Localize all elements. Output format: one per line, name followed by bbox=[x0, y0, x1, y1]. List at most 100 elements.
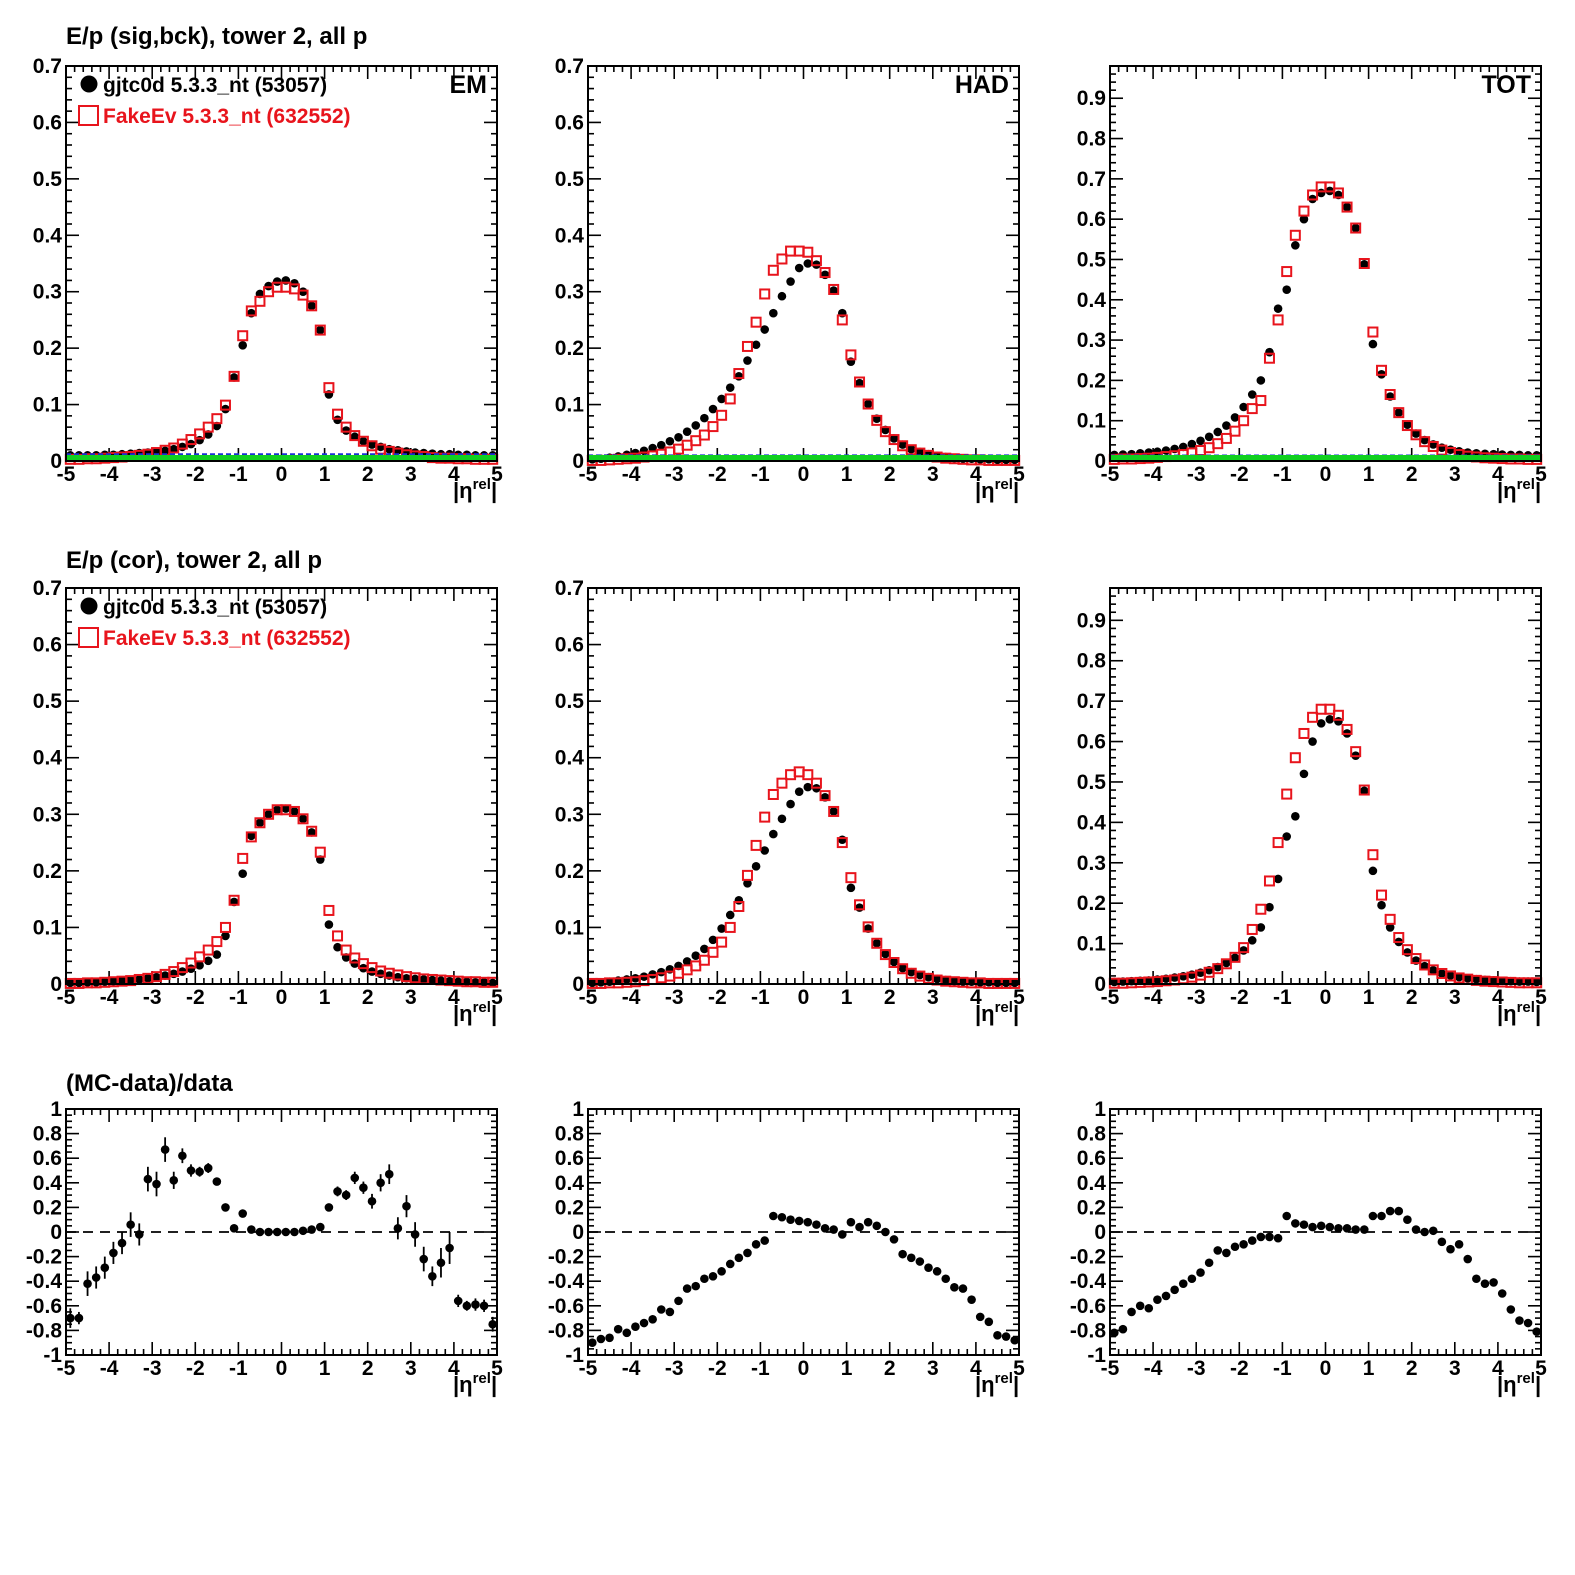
x-tick-label: 2 bbox=[1406, 986, 1418, 1009]
ratio-point bbox=[100, 1263, 110, 1272]
mc-point bbox=[1238, 415, 1250, 427]
x-tick-label: 5 bbox=[1535, 1357, 1547, 1380]
mc-point bbox=[1289, 752, 1301, 764]
ratio-point bbox=[1385, 1206, 1395, 1216]
y-tick-label: 0 bbox=[50, 1221, 62, 1244]
data-point bbox=[1420, 961, 1429, 971]
data-point bbox=[734, 895, 744, 905]
data-point bbox=[1230, 953, 1240, 963]
data-point bbox=[932, 974, 942, 984]
x-tick-label: -1 bbox=[751, 463, 770, 486]
x-tick-label: -1 bbox=[229, 463, 248, 486]
y-tick-label: 0 bbox=[1094, 1221, 1106, 1244]
x-tick-label: -4 bbox=[1144, 463, 1163, 486]
ratio-point bbox=[428, 1271, 437, 1281]
ratio-point bbox=[1222, 1248, 1231, 1258]
mc-point bbox=[854, 376, 866, 388]
mc-point bbox=[254, 295, 266, 307]
data-point bbox=[863, 399, 873, 409]
x-tick-label: -3 bbox=[665, 463, 684, 486]
x-tick-label: 5 bbox=[1013, 986, 1025, 1009]
y-tick-label: 0.9 bbox=[1077, 87, 1106, 110]
data-point bbox=[298, 287, 308, 297]
data-point bbox=[1437, 969, 1447, 978]
ratio-point bbox=[915, 1257, 925, 1266]
ratio-point bbox=[436, 1258, 446, 1268]
data-point bbox=[1463, 974, 1473, 983]
ratio-point bbox=[333, 1187, 342, 1196]
plot-frame bbox=[1109, 587, 1542, 985]
mc-point bbox=[211, 413, 223, 425]
x-tick-label: 3 bbox=[405, 463, 417, 486]
mc-point bbox=[202, 421, 214, 433]
data-point bbox=[238, 341, 248, 350]
legend-data-label: gjtc0d 5.3.3_nt (53057) bbox=[103, 596, 327, 619]
x-tick-label: -5 bbox=[57, 463, 76, 486]
ratio-point bbox=[708, 1271, 718, 1281]
legend-mc-label: FakeEv 5.3.3_nt (632552) bbox=[103, 627, 351, 650]
x-tick-label: -2 bbox=[186, 463, 205, 486]
x-tick-label: 1 bbox=[319, 1357, 331, 1380]
mc-point bbox=[724, 393, 736, 405]
data-point bbox=[1342, 202, 1352, 212]
mc-point bbox=[1401, 944, 1413, 956]
x-tick-label: -1 bbox=[751, 1357, 770, 1380]
mc-point bbox=[211, 936, 223, 948]
data-point bbox=[298, 814, 308, 824]
ratio-point bbox=[307, 1225, 316, 1234]
x-tick-label: 5 bbox=[1535, 463, 1547, 486]
data-point bbox=[665, 436, 675, 446]
ratio-point bbox=[410, 1230, 420, 1239]
mc-point bbox=[323, 382, 335, 394]
y-tick-label: 0.2 bbox=[555, 337, 584, 360]
ratio-point bbox=[613, 1324, 623, 1334]
ratio-point bbox=[967, 1295, 976, 1304]
data-point bbox=[915, 970, 925, 980]
data-point bbox=[1403, 948, 1412, 957]
ratio-point bbox=[605, 1333, 614, 1343]
ratio-point bbox=[1273, 1233, 1283, 1243]
mc-point bbox=[185, 434, 197, 446]
mc-point bbox=[828, 283, 840, 295]
data-point bbox=[725, 910, 735, 920]
y-tick-label: 0.9 bbox=[1077, 609, 1106, 632]
data-point bbox=[725, 383, 735, 392]
ratio-point bbox=[264, 1227, 273, 1237]
ratio-point bbox=[786, 1215, 795, 1224]
data-point bbox=[1273, 874, 1283, 884]
y-tick-label: -1 bbox=[565, 1344, 584, 1367]
mc-point bbox=[1401, 420, 1413, 432]
mc-point bbox=[819, 267, 831, 279]
mc-point bbox=[237, 852, 249, 864]
panel-row3-HAD: -1-0.8-0.6-0.4-0.200.20.40.60.81-5 -4 -3 -2… bbox=[548, 1098, 1025, 1397]
data-point bbox=[682, 957, 692, 966]
x-tick-label: 4 bbox=[448, 1357, 460, 1380]
data-point bbox=[1001, 978, 1011, 988]
ratio-point bbox=[950, 1283, 959, 1292]
x-axis-label: |ηrel| bbox=[975, 999, 1019, 1026]
data-point bbox=[1316, 188, 1326, 198]
ratio-point bbox=[837, 1230, 847, 1239]
mc-point bbox=[1272, 837, 1284, 849]
data-point bbox=[906, 967, 916, 977]
data-point bbox=[751, 340, 761, 350]
y-tick-label: 0.7 bbox=[33, 55, 62, 78]
y-tick-label: 0.3 bbox=[33, 803, 62, 826]
x-tick-label: 2 bbox=[884, 986, 896, 1009]
mc-point bbox=[1384, 913, 1396, 925]
panel-row3-TOT: -1-0.8-0.6-0.4-0.200.20.40.60.81-5 -4 -3 -2… bbox=[1070, 1098, 1547, 1397]
mc-point bbox=[349, 952, 361, 964]
mc-point bbox=[306, 825, 318, 837]
x-tick-label: 3 bbox=[927, 986, 939, 1009]
mc-point bbox=[1358, 258, 1370, 269]
data-point bbox=[1446, 971, 1455, 980]
mc-point bbox=[1393, 407, 1405, 419]
y-tick-label: 0.2 bbox=[33, 860, 62, 883]
x-tick-label: 3 bbox=[1449, 463, 1461, 486]
panels-group: 00.10.20.30.40.50.60.7-5 -4 -3 -2 -1 0 1 2 3 4 5|η… bbox=[26, 55, 1547, 1397]
x-tick-label: -5 bbox=[1101, 1357, 1120, 1380]
data-point bbox=[350, 432, 360, 442]
mc-point bbox=[1350, 222, 1362, 234]
x-tick-label: -1 bbox=[229, 986, 248, 1009]
x-axis-label: |ηrel| bbox=[1497, 1370, 1541, 1397]
